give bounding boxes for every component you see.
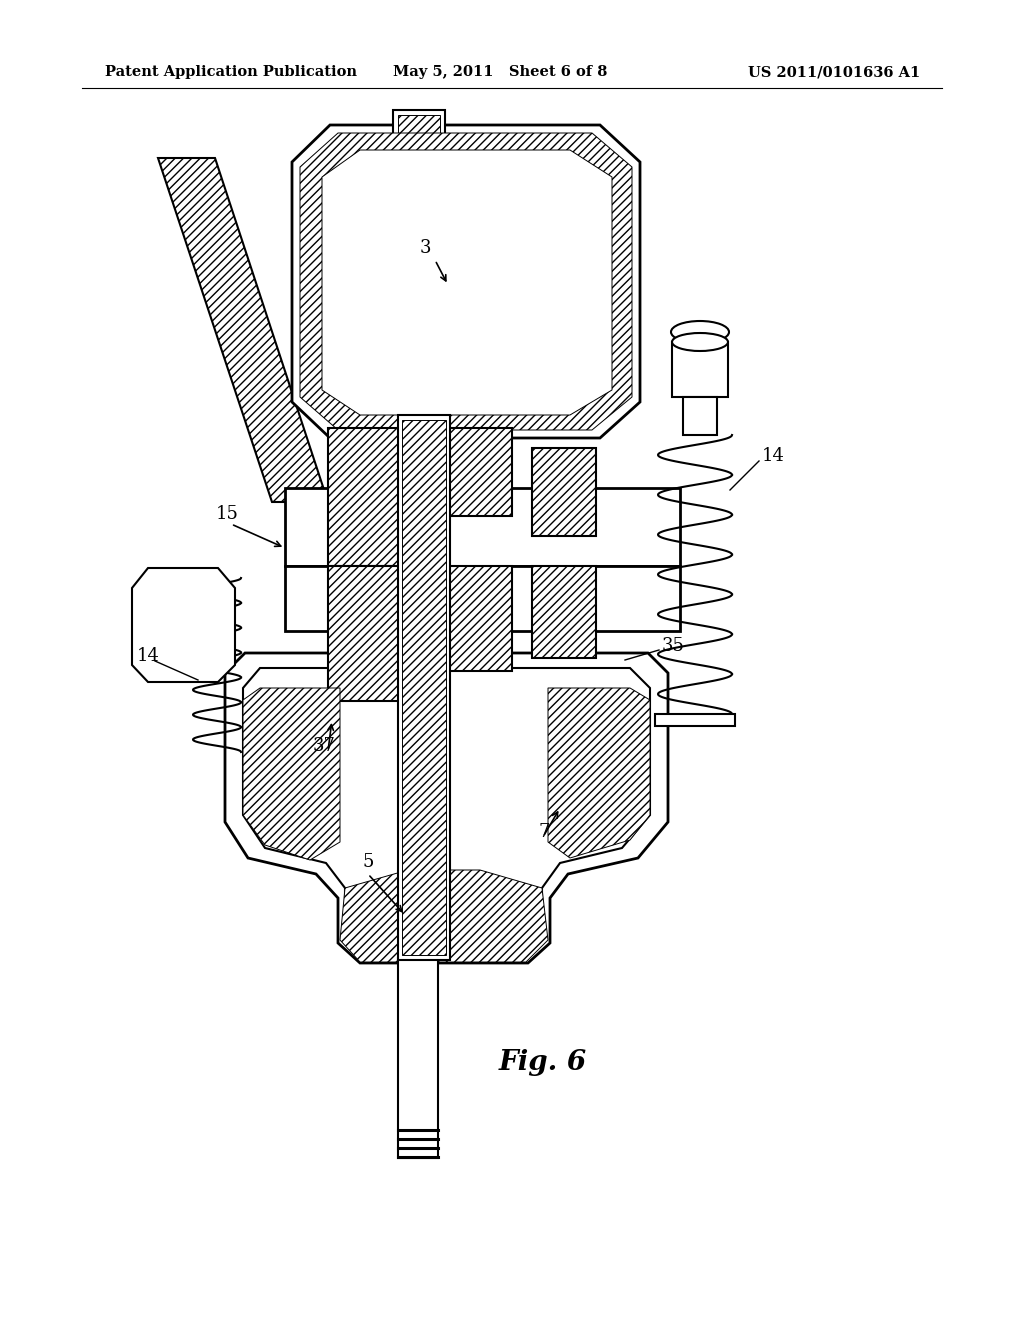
Text: 7: 7 — [538, 822, 549, 841]
Text: May 5, 2011   Sheet 6 of 8: May 5, 2011 Sheet 6 of 8 — [393, 65, 607, 79]
Bar — [285, 566, 680, 631]
Polygon shape — [243, 688, 340, 861]
Polygon shape — [300, 133, 632, 430]
Text: US 2011/0101636 A1: US 2011/0101636 A1 — [748, 65, 920, 79]
Polygon shape — [548, 688, 650, 858]
Bar — [532, 566, 596, 657]
Text: Patent Application Publication: Patent Application Publication — [105, 65, 357, 79]
Bar — [393, 110, 445, 257]
Polygon shape — [322, 150, 612, 414]
Text: 15: 15 — [216, 506, 239, 523]
Bar — [415, 428, 512, 516]
Polygon shape — [225, 653, 668, 964]
Bar — [328, 566, 406, 701]
Bar — [683, 397, 717, 436]
Bar — [532, 447, 596, 536]
Ellipse shape — [671, 321, 729, 343]
Bar — [402, 420, 446, 954]
Polygon shape — [292, 125, 640, 438]
Text: 35: 35 — [662, 638, 685, 655]
Text: 5: 5 — [362, 853, 375, 871]
Polygon shape — [132, 568, 234, 682]
Bar — [285, 488, 680, 566]
Text: 14: 14 — [137, 647, 160, 665]
Bar — [398, 414, 450, 960]
Bar — [328, 428, 406, 566]
Ellipse shape — [672, 333, 728, 351]
Bar — [398, 115, 440, 257]
Polygon shape — [340, 870, 548, 962]
Text: Fig. 6: Fig. 6 — [499, 1048, 587, 1076]
Polygon shape — [158, 158, 328, 502]
Bar — [655, 714, 735, 726]
Text: 37: 37 — [313, 737, 336, 755]
Bar — [415, 566, 512, 671]
Text: 3: 3 — [420, 239, 431, 257]
Polygon shape — [243, 668, 650, 952]
Bar — [398, 958, 438, 1158]
Text: 14: 14 — [762, 447, 784, 465]
Bar — [672, 342, 728, 397]
